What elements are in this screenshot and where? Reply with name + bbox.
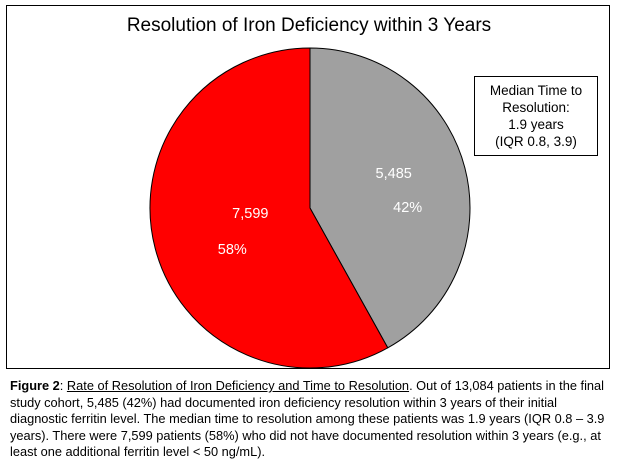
- pie-chart: 5,485 42% 7,599 58%: [149, 47, 471, 369]
- slice-percent-label: 42%: [393, 200, 422, 216]
- annotation-line: (IQR 0.8, 3.9): [495, 134, 577, 149]
- figure-caption: Figure 2: Rate of Resolution of Iron Def…: [10, 378, 614, 461]
- annotation-line: Resolution:: [502, 100, 570, 115]
- chart-frame: Resolution of Iron Deficiency within 3 Y…: [6, 5, 610, 369]
- caption-body: . Out of 13,084 patients in the final st…: [10, 378, 605, 460]
- slice-value-label: 5,485: [376, 166, 412, 182]
- annotation-line: 1.9 years: [508, 117, 564, 132]
- caption-separator: :: [59, 378, 67, 393]
- annotation-line: Median Time to: [489, 83, 583, 98]
- pie-slice: [149, 47, 389, 369]
- median-time-annotation: Median Time to Resolution: 1.9 years (IQ…: [474, 76, 598, 156]
- chart-title: Resolution of Iron Deficiency within 3 Y…: [126, 15, 492, 36]
- figure-title: Rate of Resolution of Iron Deficiency an…: [66, 378, 410, 393]
- pie-slice: [309, 47, 471, 349]
- slice-percent-label: 58%: [218, 242, 247, 258]
- figure-label: Figure 2: [10, 378, 60, 393]
- slice-value-label: 7,599: [232, 206, 268, 222]
